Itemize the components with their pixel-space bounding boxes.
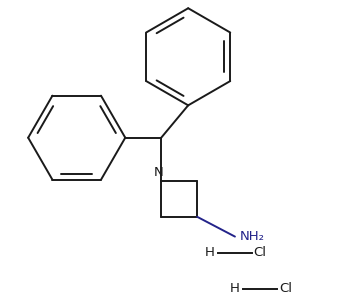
Text: N: N xyxy=(153,166,163,179)
Text: Cl: Cl xyxy=(254,246,266,259)
Text: NH₂: NH₂ xyxy=(239,230,264,243)
Text: H: H xyxy=(230,282,240,295)
Text: H: H xyxy=(205,246,215,259)
Text: Cl: Cl xyxy=(279,282,292,295)
